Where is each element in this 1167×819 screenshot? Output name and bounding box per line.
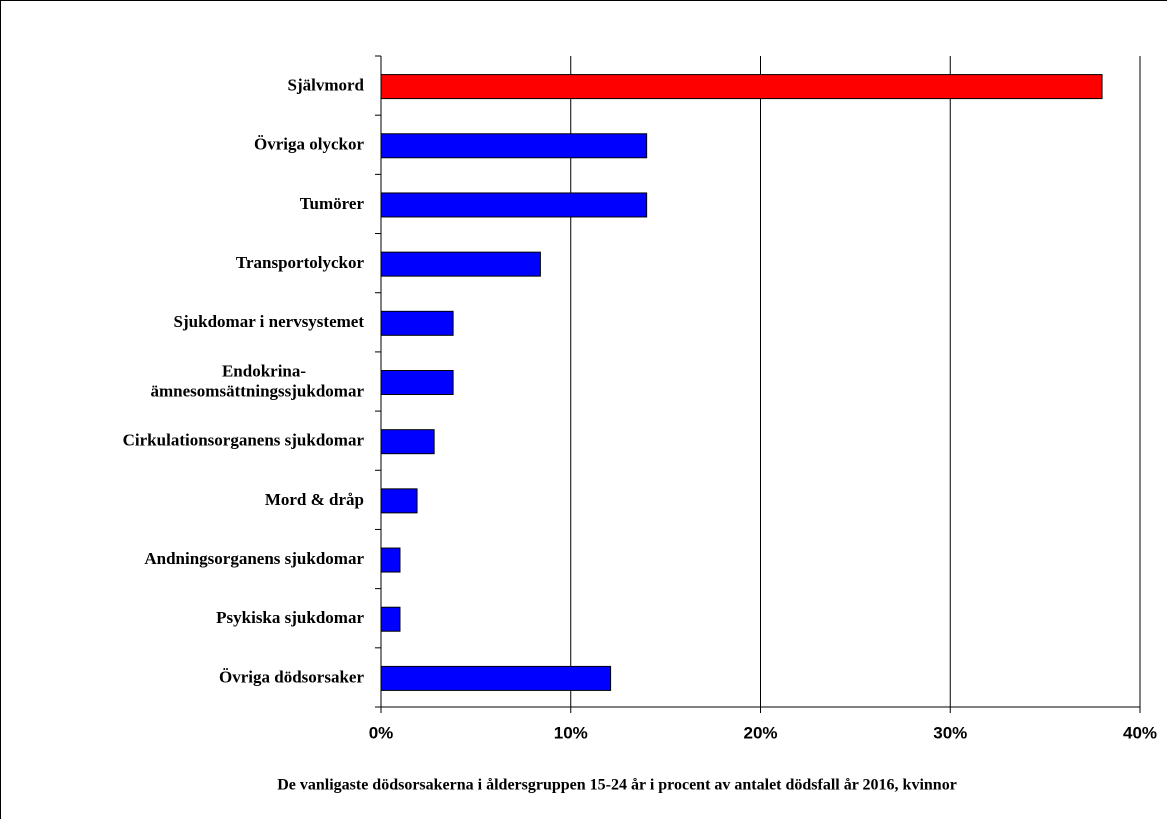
bar <box>380 606 401 632</box>
y-tick-label: Övriga dödsorsaker <box>219 667 364 686</box>
label-line: ämnesomsättningssjukdomar <box>151 381 365 400</box>
y-tick-label: Andningsorganens sjukdomar <box>144 549 364 568</box>
label-line: Endokrina- <box>222 361 306 380</box>
y-tick-label: Transportolyckor <box>236 253 365 272</box>
bar <box>380 665 612 691</box>
chart-title: De vanligaste dödsorsakerna i åldersgrup… <box>277 777 957 794</box>
y-tick-label: Övriga olyckor <box>254 135 364 154</box>
x-tick-label: 20% <box>743 723 777 742</box>
bar <box>380 74 1103 100</box>
bar <box>380 133 648 159</box>
x-tick-label: 10% <box>554 723 588 742</box>
bar <box>380 192 648 218</box>
x-tick-label: 0% <box>369 723 394 742</box>
y-tick-label: Tumörer <box>300 194 365 213</box>
y-tick-label: Sjukdomar i nervsystemet <box>174 312 365 331</box>
bar <box>380 251 541 277</box>
x-tick-label: 40% <box>1123 723 1157 742</box>
y-tick-label: Endokrina-ämnesomsättningssjukdomar <box>151 361 365 400</box>
x-tick-label: 30% <box>933 723 967 742</box>
bar <box>380 429 435 455</box>
y-tick-label: Cirkulationsorganens sjukdomar <box>123 431 365 450</box>
bar <box>380 547 401 573</box>
bar <box>380 310 454 336</box>
y-tick-label: Självmord <box>288 75 365 94</box>
bar <box>380 488 418 514</box>
bar <box>380 370 454 395</box>
y-tick-label: Psykiska sjukdomar <box>216 608 364 627</box>
y-tick-label: Mord & dråp <box>265 490 364 509</box>
